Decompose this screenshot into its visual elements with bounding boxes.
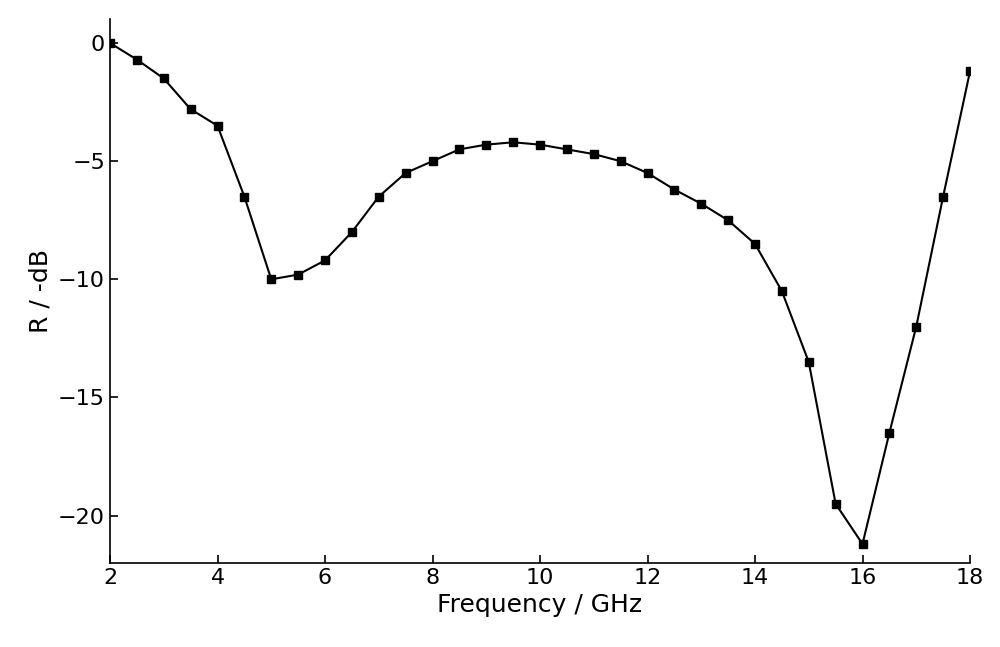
- X-axis label: Frequency / GHz: Frequency / GHz: [437, 593, 643, 617]
- Y-axis label: R / -dB: R / -dB: [29, 249, 53, 333]
